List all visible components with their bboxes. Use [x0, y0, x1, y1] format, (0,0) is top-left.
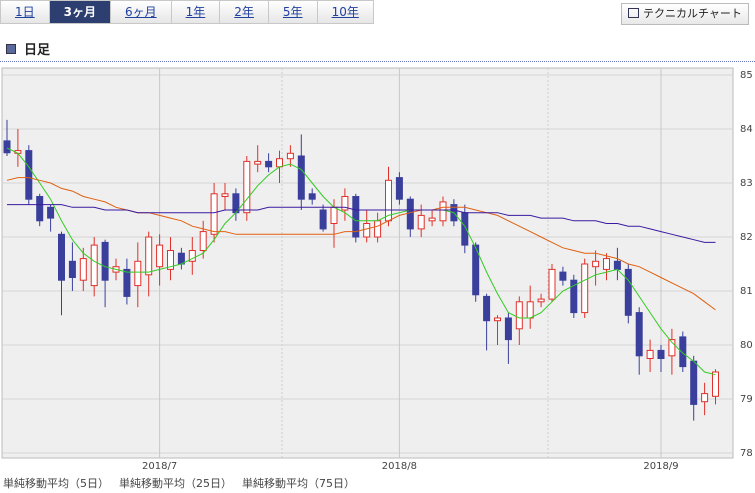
range-tabs: 1日 3ヶ月 6ヶ月 1年 2年 5年 10年: [0, 0, 374, 24]
x-tick-label: 2018/7: [142, 461, 177, 472]
candle-body: [712, 371, 719, 397]
moving-average-line: [7, 204, 716, 243]
plot-area: [1, 67, 734, 459]
candle-body: [319, 209, 327, 230]
candle-body: [690, 360, 698, 405]
candle-body: [395, 177, 403, 200]
candle-body: [58, 233, 65, 281]
candle-body: [635, 312, 643, 357]
candle-body: [79, 258, 87, 281]
candle-body: [3, 140, 11, 154]
candle-body: [613, 260, 621, 270]
candle-body: [210, 193, 218, 235]
candle-body: [341, 196, 349, 211]
section-title: 日足: [24, 43, 51, 58]
candle-body: [570, 279, 578, 314]
candle-body: [254, 160, 262, 165]
legend-entry: 単純移動平均（5日）: [3, 476, 109, 490]
candle-body: [679, 336, 687, 368]
candle-body: [123, 268, 131, 297]
x-tick-label: 2018/8: [382, 461, 417, 472]
candle-body: [352, 196, 360, 238]
technical-chart-button[interactable]: テクニカルチャート: [621, 3, 749, 25]
range-tab[interactable]: 10年: [317, 0, 374, 24]
y-tick-label: 79: [740, 394, 753, 405]
candle-body: [363, 223, 371, 238]
legend-entry: 単純移動平均（25日）: [119, 476, 232, 490]
candle-body: [145, 236, 153, 276]
y-tick-label: 84: [740, 124, 753, 135]
candle-body: [101, 241, 109, 281]
candle-body: [308, 193, 316, 200]
divider: [0, 61, 755, 62]
candle-body: [134, 260, 142, 287]
range-tab[interactable]: 1年: [171, 0, 221, 24]
candle-body: [330, 206, 338, 225]
candle-body: [221, 193, 229, 198]
y-tick-label: 78: [740, 448, 753, 459]
candle-body: [581, 263, 589, 314]
range-tab[interactable]: 6ヶ月: [111, 0, 172, 24]
candle-body: [90, 244, 98, 287]
candle-body: [603, 258, 610, 270]
candle-body: [286, 152, 294, 160]
legend-entry: 単純移動平均（75日）: [242, 476, 355, 490]
candle-body: [472, 244, 480, 296]
candle-body: [47, 206, 55, 219]
candle-body: [265, 160, 273, 168]
range-tab[interactable]: 5年: [268, 0, 318, 24]
candle-body: [494, 317, 501, 322]
candle-body: [417, 214, 425, 230]
section-header: 日足: [6, 39, 50, 58]
candle-body: [36, 196, 44, 222]
candle-body: [461, 212, 469, 246]
candle-body: [297, 155, 305, 200]
candle-body: [68, 260, 76, 278]
candle-body: [657, 349, 665, 359]
candle-body: [483, 295, 491, 322]
candle-body: [515, 301, 523, 330]
moving-average-line: [6, 147, 716, 376]
y-tick-label: 85: [740, 70, 753, 81]
candle-body: [276, 158, 283, 168]
y-tick-label: 81: [740, 286, 753, 297]
candle-body: [188, 250, 196, 262]
candle-body: [156, 244, 164, 268]
candle-body: [701, 393, 709, 403]
candle-body: [243, 160, 251, 214]
button-label: テクニカルチャート: [643, 7, 742, 20]
x-tick-label: 2018/9: [643, 461, 678, 472]
candle-body: [559, 271, 567, 281]
candle-body: [624, 268, 632, 316]
candle-body: [526, 301, 534, 319]
candle-body: [592, 260, 600, 268]
candle-body: [374, 220, 382, 238]
candle-body: [199, 231, 207, 252]
y-tick-label: 83: [740, 178, 753, 189]
y-tick-label: 80: [740, 340, 753, 351]
candle-body: [439, 201, 447, 222]
candle-body: [548, 268, 556, 300]
candle-body: [406, 198, 414, 230]
candle-body: [668, 339, 676, 357]
range-tab[interactable]: 3ヶ月: [49, 0, 111, 24]
candle-body: [428, 217, 436, 222]
candle-body: [25, 150, 33, 200]
range-tab[interactable]: 2年: [220, 0, 269, 24]
candle-body: [504, 317, 512, 341]
y-tick-label: 82: [740, 232, 753, 243]
candle-body: [177, 252, 185, 265]
candle-body: [646, 349, 654, 359]
candle-body: [167, 250, 174, 270]
candle-body: [537, 298, 545, 303]
range-tab[interactable]: 1日: [0, 0, 50, 24]
